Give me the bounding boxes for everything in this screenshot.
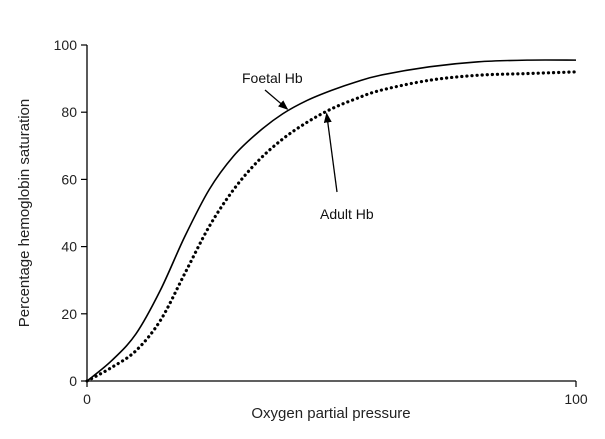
y-tick-group: 0 20 40 60 80 100 (54, 37, 87, 389)
y-axis-title: Percentage hemoglobin saturation (16, 99, 33, 328)
x-tick-group: 0 100 (83, 381, 588, 407)
y-tick-label: 0 (69, 373, 77, 389)
y-tick-label: 20 (61, 306, 77, 322)
y-tick-label: 60 (61, 171, 77, 187)
foetal-hb-curve (86, 59, 577, 382)
foetal-hb-label: Foetal Hb (242, 70, 303, 86)
y-tick-label: 100 (54, 37, 78, 53)
x-tick-label: 0 (83, 391, 91, 407)
adult-hb-curve (85, 70, 578, 383)
adult-hb-arrow (323, 112, 338, 193)
adult-hb-label: Adult Hb (320, 206, 374, 222)
x-axis-title: Oxygen partial pressure (251, 405, 410, 422)
foetal-hb-arrow (264, 89, 289, 110)
x-tick-label: 100 (564, 391, 588, 407)
y-tick-label: 80 (61, 104, 77, 120)
y-tick-label: 40 (61, 239, 77, 255)
